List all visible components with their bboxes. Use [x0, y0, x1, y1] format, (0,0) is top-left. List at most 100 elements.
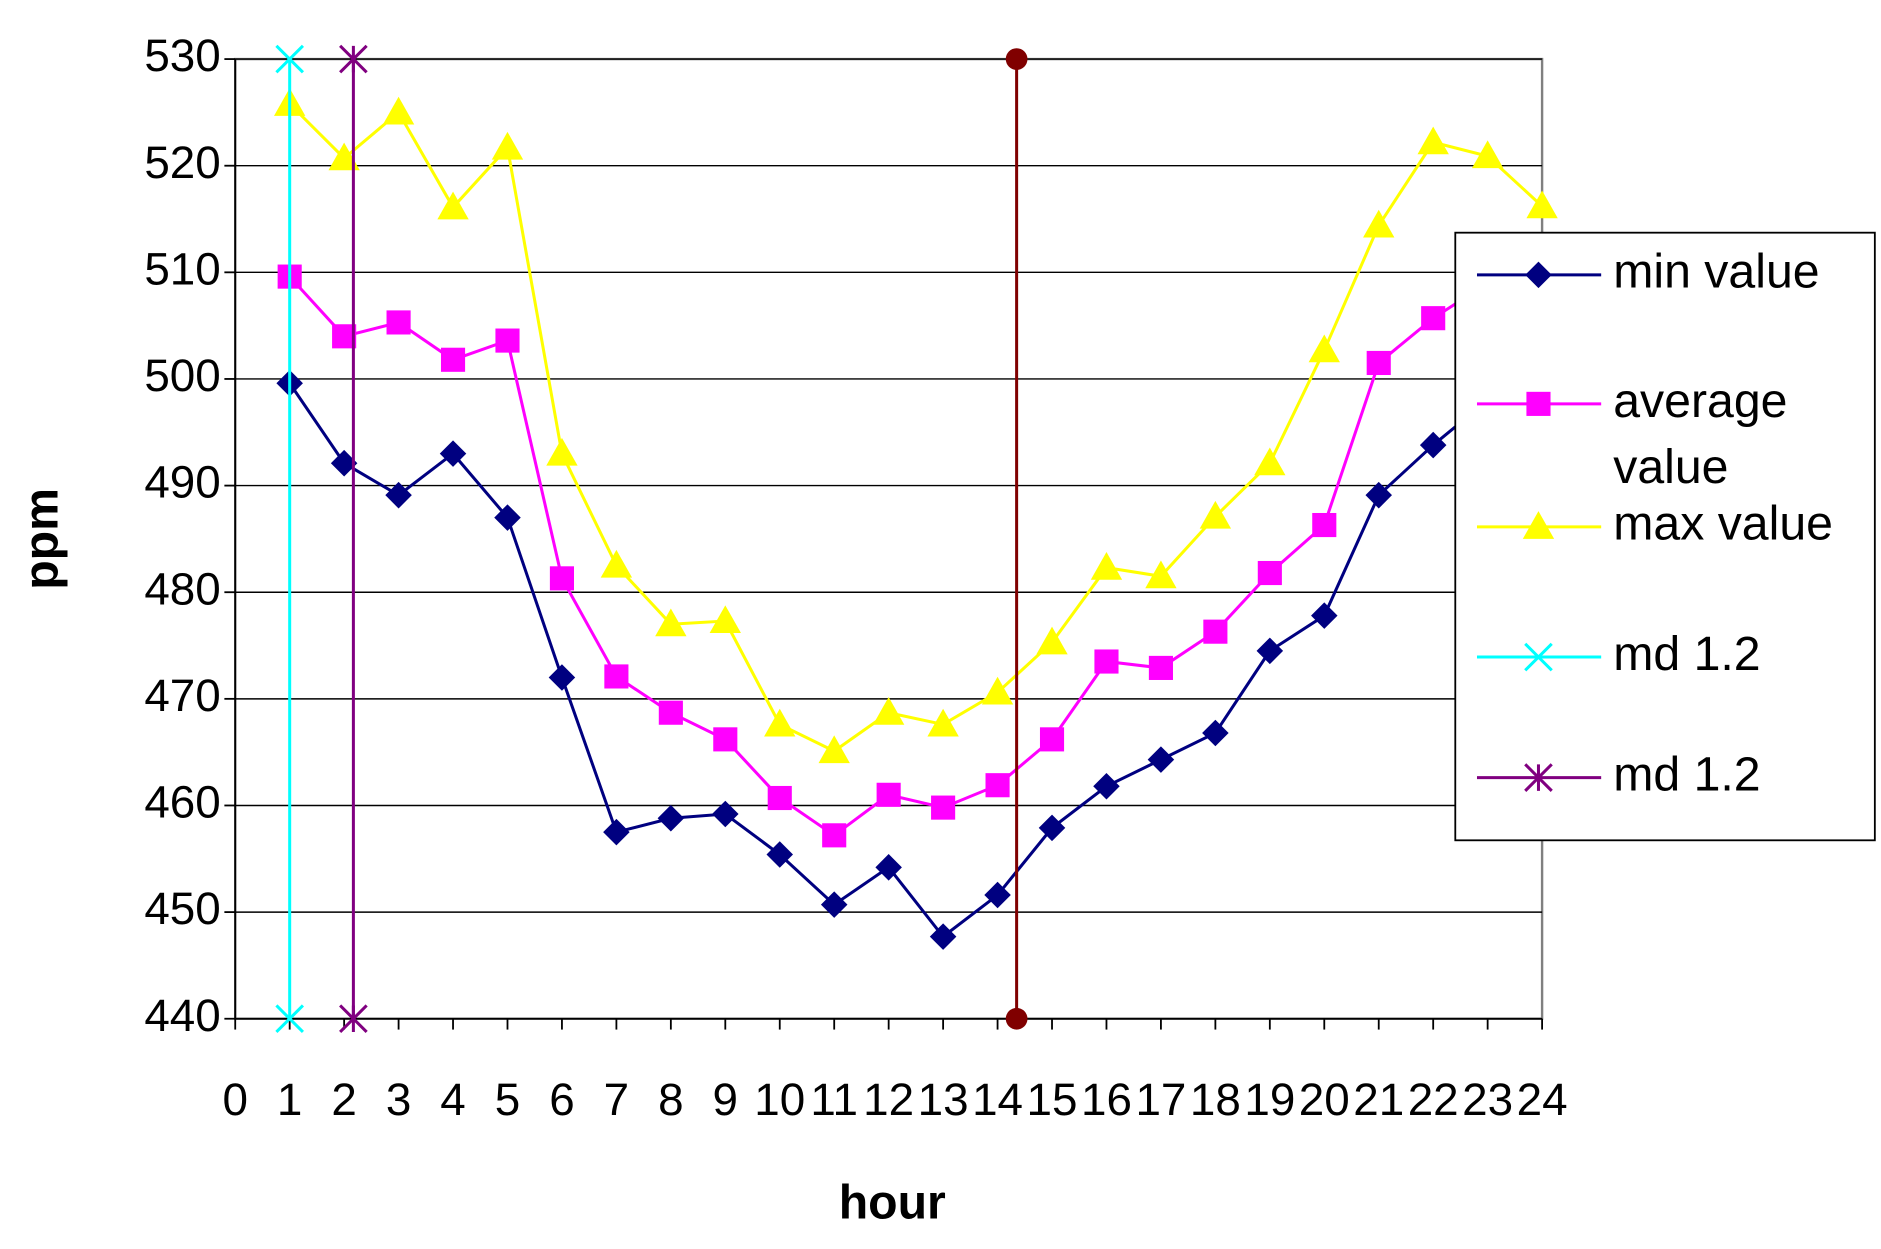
marker — [339, 1004, 368, 1034]
marker — [1524, 763, 1553, 792]
marker — [820, 891, 848, 918]
y-tick-label: 500 — [144, 350, 220, 401]
marker — [767, 785, 792, 811]
marker — [985, 773, 1010, 798]
marker — [872, 697, 905, 725]
marker — [603, 818, 630, 846]
x-tick-label: 19 — [1244, 1074, 1295, 1125]
marker — [929, 923, 957, 950]
x-tick-label: 10 — [754, 1074, 805, 1125]
y-tick-label: 490 — [144, 457, 220, 508]
x-tick-label: 20 — [1299, 1074, 1350, 1125]
marker — [1038, 814, 1066, 842]
marker — [1203, 619, 1228, 644]
marker — [766, 841, 794, 868]
x-tick-label: 9 — [713, 1074, 738, 1125]
x-tick-label: 6 — [549, 1074, 574, 1125]
x-tick-label: 15 — [1027, 1074, 1078, 1125]
marker — [275, 1004, 305, 1034]
marker — [275, 44, 305, 74]
marker — [382, 96, 415, 125]
marker — [1526, 190, 1558, 219]
marker — [658, 700, 683, 725]
marker — [1005, 48, 1028, 70]
legend-label: max value — [1613, 497, 1833, 551]
marker — [876, 782, 901, 807]
marker — [600, 549, 633, 578]
marker — [495, 328, 520, 353]
marker — [546, 437, 578, 466]
marker — [1256, 637, 1284, 665]
y-tick-label: 510 — [144, 243, 220, 294]
marker — [1036, 626, 1068, 655]
marker — [330, 449, 358, 477]
marker — [1471, 140, 1504, 169]
marker — [1421, 306, 1446, 331]
marker — [1308, 334, 1340, 363]
marker — [437, 191, 469, 220]
marker — [1199, 500, 1232, 529]
y-axis-label: ppm — [14, 488, 68, 590]
marker — [440, 347, 466, 372]
x-tick-label: 7 — [604, 1074, 629, 1125]
marker — [1363, 209, 1395, 238]
y-tick-label: 470 — [144, 670, 220, 721]
marker — [655, 608, 687, 637]
x-tick-label: 23 — [1462, 1074, 1513, 1125]
marker — [1090, 552, 1123, 580]
marker — [549, 566, 574, 591]
x-tick-label: 21 — [1353, 1074, 1404, 1125]
marker — [1419, 431, 1447, 459]
x-tick-label: 1 — [277, 1074, 302, 1125]
marker — [981, 676, 1014, 705]
marker — [548, 664, 576, 691]
y-tick-label: 520 — [144, 137, 220, 188]
marker — [494, 504, 521, 531]
marker — [927, 708, 959, 737]
y-tick-label: 440 — [144, 990, 220, 1041]
marker — [1093, 773, 1120, 800]
marker — [1311, 602, 1338, 629]
x-tick-label: 0 — [222, 1074, 247, 1125]
x-tick-label: 11 — [810, 1074, 858, 1125]
marker — [657, 805, 685, 832]
marker — [875, 854, 902, 881]
marker — [1257, 560, 1282, 586]
marker — [931, 795, 956, 820]
x-tick-label: 4 — [440, 1074, 465, 1125]
marker — [713, 727, 738, 752]
marker — [1094, 649, 1119, 674]
marker — [1524, 642, 1553, 672]
marker — [712, 800, 739, 828]
x-tick-label: 17 — [1135, 1074, 1186, 1125]
legend-label: md 1.2 — [1613, 747, 1760, 801]
x-tick-label: 16 — [1081, 1074, 1132, 1125]
marker — [385, 481, 412, 509]
marker — [604, 664, 629, 689]
marker — [1145, 560, 1177, 589]
series-line — [288, 345, 1544, 939]
marker — [1039, 727, 1065, 752]
legend-label: md 1.2 — [1613, 627, 1760, 681]
marker — [1312, 512, 1337, 538]
marker — [1417, 126, 1449, 155]
x-tick-label: 18 — [1190, 1074, 1241, 1125]
marker — [1522, 511, 1555, 539]
x-tick-label: 14 — [972, 1074, 1023, 1125]
x-axis-label: hour — [839, 1175, 946, 1229]
marker — [822, 823, 847, 848]
y-tick-label: 460 — [144, 777, 220, 828]
marker — [1366, 350, 1391, 376]
marker — [818, 735, 850, 764]
marker — [491, 131, 524, 160]
x-tick-label: 24 — [1517, 1074, 1568, 1125]
marker — [386, 310, 411, 335]
y-tick-label: 450 — [144, 883, 220, 934]
marker — [984, 881, 1011, 909]
y-tick-label: 480 — [144, 563, 220, 614]
marker — [1148, 655, 1173, 680]
legend-label: average value — [1613, 374, 1787, 494]
marker — [1365, 481, 1392, 509]
marker — [1005, 1007, 1028, 1030]
